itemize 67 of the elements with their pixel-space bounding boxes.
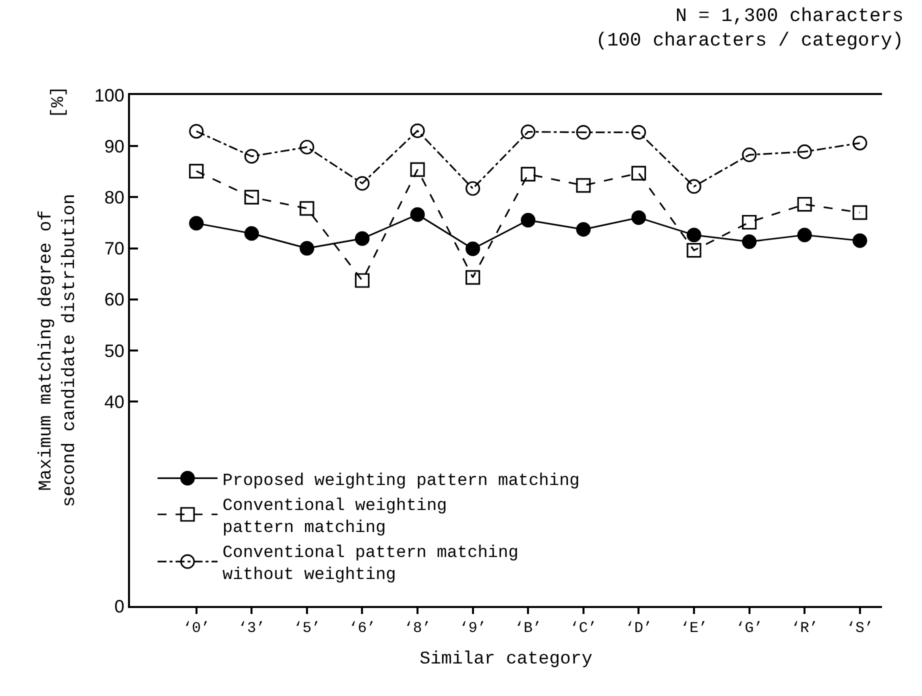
point [354, 273, 370, 288]
chart-title: N = 1,300 characters (100 characters / category) [596, 4, 904, 52]
y-tick-label: 70 [104, 238, 124, 259]
y-tick-label: 100 [94, 85, 124, 106]
x-tick-label: ‘C’ [570, 620, 597, 637]
point [576, 125, 591, 140]
x-tick-label: ‘8’ [404, 620, 432, 637]
point [300, 201, 314, 216]
point [244, 226, 259, 241]
legend-label: Conventional weighting pattern matching [222, 496, 447, 538]
point [189, 164, 204, 178]
y-tick-label: 0 [114, 596, 124, 616]
point [520, 124, 536, 140]
point [742, 214, 757, 230]
point [852, 205, 868, 220]
y-tick-label: 50 [104, 340, 124, 361]
y-tick-label: 60 [104, 290, 124, 310]
point [576, 178, 591, 193]
y-tick-label: 40 [104, 392, 124, 412]
point [466, 270, 480, 285]
x-tick-label: ‘B’ [514, 620, 542, 637]
point [244, 190, 259, 204]
x-tick-label: ‘3’ [238, 620, 266, 637]
legend-label: Proposed weighting pattern matching [222, 472, 580, 491]
point [354, 231, 370, 246]
point [410, 162, 425, 177]
x-tick-label: ‘S’ [846, 620, 874, 637]
point [410, 207, 425, 222]
x-tick-label: ‘0’ [182, 620, 210, 637]
point [354, 176, 370, 191]
x-tick-label: ‘R’ [791, 620, 818, 637]
point [410, 123, 425, 138]
x-tick-label: ‘G’ [736, 620, 763, 637]
x-tick-label: ‘D’ [625, 620, 652, 637]
x-tick-label: ‘E’ [680, 620, 708, 637]
point [686, 179, 702, 194]
point [852, 136, 868, 150]
point [686, 228, 702, 242]
point [520, 166, 536, 182]
point [466, 242, 480, 256]
text: [%] [48, 86, 69, 118]
x-tick-label: ‘9’ [459, 620, 486, 637]
point [244, 149, 259, 164]
y-axis-title: Maximum matching degree of second candidate distribution [36, 194, 80, 508]
point [189, 216, 204, 231]
point [300, 140, 314, 154]
point [576, 222, 591, 237]
point [631, 210, 646, 225]
point [189, 124, 204, 139]
point [631, 166, 646, 180]
point [797, 197, 812, 212]
point [686, 243, 702, 258]
point [797, 228, 812, 242]
point [300, 241, 314, 256]
point [742, 147, 757, 162]
point [852, 233, 868, 248]
x-tick-label: ‘5’ [293, 620, 320, 637]
x-axis-title: Similar category [420, 650, 593, 670]
point [631, 125, 646, 140]
legend-label: Conventional pattern matching without weighting [222, 544, 518, 586]
point [520, 212, 536, 228]
y-tick-label: 80 [104, 188, 124, 208]
y-tick-label: 90 [104, 136, 124, 156]
point [742, 234, 757, 249]
x-tick-label: ‘6’ [348, 620, 376, 637]
point [797, 144, 812, 160]
point [466, 181, 480, 196]
